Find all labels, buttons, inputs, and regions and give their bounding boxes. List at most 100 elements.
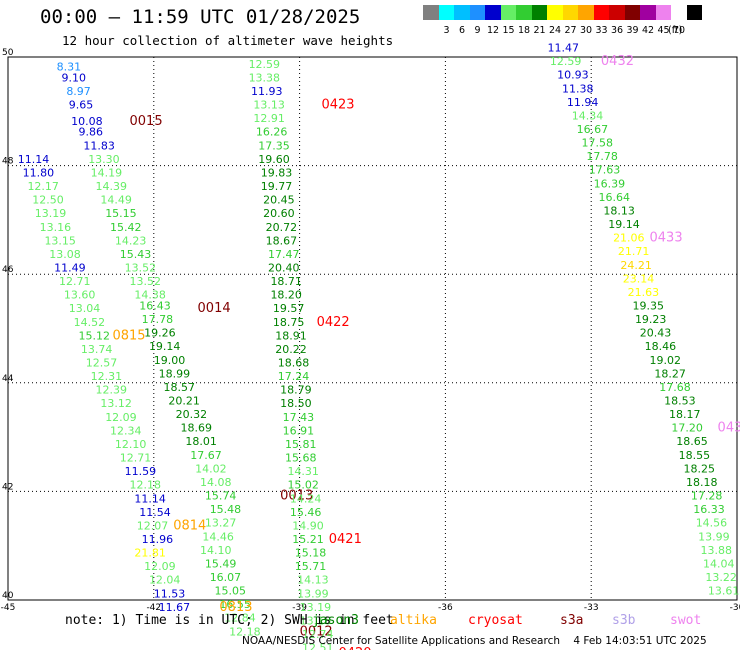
data-point-label: 18.91 (275, 329, 307, 342)
data-point-label: 13.99 (698, 530, 730, 543)
data-point-label: 19.23 (635, 313, 667, 326)
data-point-label: 15.02 (287, 479, 319, 492)
data-point-label: 14.90 (292, 519, 324, 532)
data-point-label: 17.78 (142, 313, 174, 326)
data-point-label: 20.60 (263, 207, 295, 220)
data-point-label: 18.50 (280, 397, 312, 410)
data-point-label: 13.19 (300, 601, 332, 614)
data-point-label: 20.45 (263, 194, 295, 207)
time-label: 0012 (300, 624, 333, 639)
data-point-label: 11.14 (18, 153, 50, 166)
data-point-label: 11.96 (142, 533, 174, 546)
data-point-label: 11.94 (567, 96, 599, 109)
time-label: 0420 (338, 646, 371, 650)
data-point-label: 19.14 (608, 218, 640, 231)
data-point-label: 16.26 (256, 126, 287, 139)
legend-swatch (578, 5, 594, 20)
data-point-label: 20.22 (275, 343, 307, 356)
data-point-label: 18.17 (669, 408, 701, 421)
data-point-label: 11.54 (139, 506, 171, 519)
data-point-label: 9.86 (78, 126, 103, 139)
data-point-label: 8.97 (66, 85, 91, 98)
x-tick-label: -39 (292, 603, 307, 613)
data-point-label: 16.39 (594, 177, 626, 190)
chart-subtitle: 12 hour collection of altimeter wave hei… (62, 33, 394, 48)
time-label: 0014 (198, 301, 231, 316)
data-point-label: 14.31 (287, 465, 319, 478)
data-point-label: 19.26 (144, 327, 176, 340)
data-point-label: 16.67 (577, 123, 609, 136)
satellite-s3b: s3b (612, 613, 636, 628)
data-point-label: 15.49 (205, 557, 237, 570)
x-tick-label: -30 (730, 603, 740, 613)
data-point-label: 12.39 (95, 384, 127, 397)
x-tick-label: -42 (146, 603, 161, 613)
data-point-label: 18.46 (645, 340, 677, 353)
data-point-label: 14.23 (115, 234, 147, 247)
data-point-label: 19.83 (261, 166, 293, 179)
data-point-label: 13.38 (249, 71, 281, 84)
data-point-label: 12.10 (115, 438, 147, 451)
data-point-label: 19.35 (633, 299, 665, 312)
legend-label: 42 (642, 25, 655, 36)
legend-swatch (469, 5, 485, 20)
time-label: 0815 (112, 328, 145, 343)
data-point-label: 13.88 (701, 544, 733, 557)
data-point-label: 17.35 (258, 139, 290, 152)
time-label: 0433 (650, 231, 683, 246)
data-point-label: 13.52 (125, 261, 157, 274)
time-label: 0432 (601, 54, 634, 69)
legend-swatch (547, 5, 563, 20)
satellite-jason3: jason3 (312, 613, 359, 628)
data-point-label: 24.21 (620, 259, 652, 272)
data-point-label: 18.71 (270, 275, 302, 288)
data-point-label: 17.63 (589, 164, 621, 177)
x-tick-label: -45 (1, 603, 16, 613)
data-point-label: 19.14 (149, 340, 181, 353)
data-point-label: 13.19 (35, 207, 66, 220)
data-point-label: 11.80 (23, 166, 55, 179)
data-point-label: 15.74 (205, 490, 237, 503)
data-point-label: 17.28 (691, 490, 723, 503)
y-tick-label: 44 (2, 374, 14, 384)
data-point-label: 13.99 (297, 587, 329, 600)
legend-swatch (640, 5, 656, 20)
data-point-label: 18.57 (164, 381, 196, 394)
legend-label: 24 (549, 25, 562, 36)
data-point-label: 12.18 (130, 479, 162, 492)
data-point-label: 12.74 (302, 628, 334, 641)
x-tick-label: -33 (584, 603, 599, 613)
data-point-label: 12.57 (86, 357, 118, 370)
data-point-label: 15.68 (285, 452, 317, 465)
data-point-label: 13.27 (205, 517, 237, 530)
data-point-label: 18.79 (280, 384, 312, 397)
data-point-label: 19.00 (154, 354, 186, 367)
legend-swatch (671, 5, 687, 20)
data-point-label: 15.18 (295, 547, 327, 560)
legend-swatch (454, 5, 470, 20)
time-label: 0814 (173, 518, 206, 533)
legend-swatch (531, 5, 547, 20)
data-point-label: 19.02 (650, 354, 682, 367)
data-point-label: 18.67 (266, 234, 298, 247)
data-point-label: 16.55 (219, 598, 251, 611)
data-point-label: 12.59 (249, 58, 281, 71)
data-point-label: 21.63 (628, 286, 660, 299)
data-point-label: 14.39 (95, 180, 127, 193)
data-point-label: 14.24 (290, 492, 322, 505)
data-point-label: 13.60 (64, 289, 96, 302)
data-point-label: 14.10 (200, 544, 232, 557)
data-point-label: 19.77 (261, 180, 293, 193)
data-point-label: 12.91 (253, 112, 285, 125)
data-point-label: 16.07 (210, 571, 242, 584)
legend-swatch (485, 5, 501, 20)
data-point-label: 13.08 (49, 248, 80, 261)
legend-label: 45 (657, 25, 670, 36)
data-point-label: 15.46 (290, 506, 322, 519)
data-point-label: 21.06 (613, 232, 645, 245)
data-point-label: 12.09 (105, 411, 137, 424)
data-point-label: 14.38 (134, 289, 166, 302)
data-point-label: 12.34 (110, 424, 142, 437)
time-label: 0423 (321, 98, 354, 113)
